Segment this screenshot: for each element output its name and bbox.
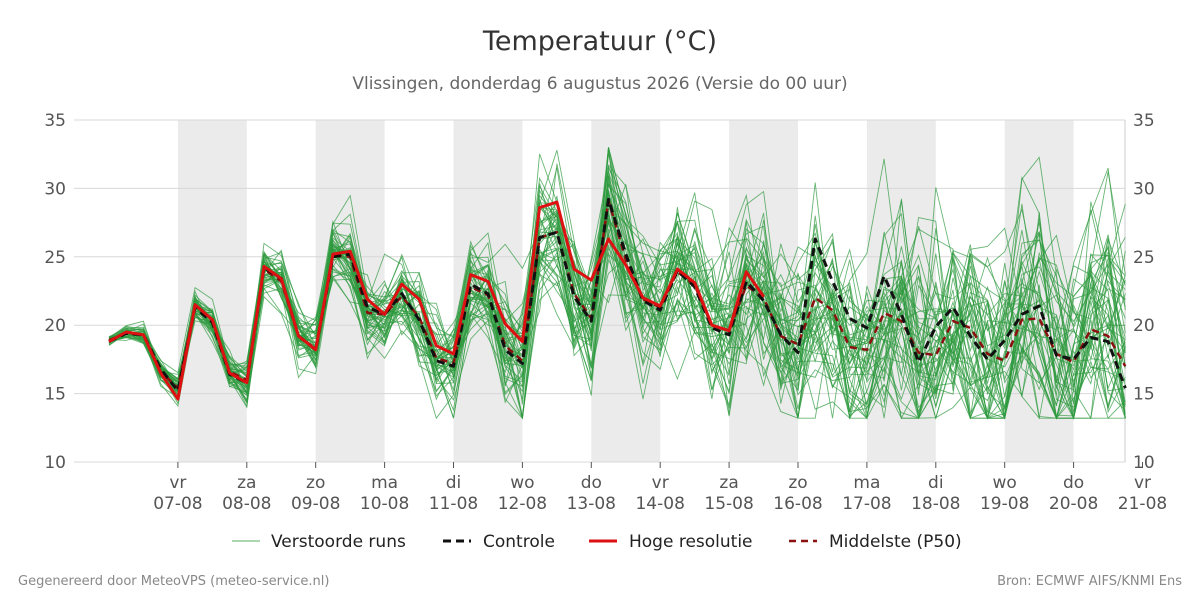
y-tick-label-left: 25 [44,248,66,268]
x-tick-day: wo [993,473,1017,493]
x-tick-date: 16-08 [773,494,822,514]
x-tick-day: ma [371,473,398,493]
ensemble-member-line [108,207,1126,420]
y-tick-label-left: 35 [44,111,66,131]
x-tick-date: 14-08 [635,494,684,514]
x-tick-day: za [237,473,256,493]
x-tick-day: ma [853,473,880,493]
ensemble-member-line [108,147,1126,420]
y-tick-label-left: 20 [44,316,66,336]
x-tick-date: 07-08 [153,494,202,514]
x-tick-day: do [1063,473,1084,493]
shaded-day [177,120,247,462]
legend-label-control: Controle [483,532,555,552]
legend-label-median: Middelste (P50) [829,532,962,552]
x-tick-date: 20-08 [1049,494,1098,514]
x-tick-day: wo [510,473,534,493]
y-tick-label-right: 20 [1133,316,1155,336]
x-tick-date: 13-08 [567,494,616,514]
x-tick-date: 11-08 [429,494,478,514]
legend-label-hres: Hoge resolutie [629,532,753,552]
x-tick-day: vr [1134,473,1151,493]
x-tick-date: 19-08 [980,494,1029,514]
footer-generator: Gegenereerd door MeteoVPS (meteo-service… [18,574,329,589]
y-tick-label-right: 10 [1133,453,1155,473]
x-tick-date: 21-08 [1118,494,1167,514]
y-tick-label-right: 35 [1133,111,1155,131]
y-tick-label-left: 15 [44,385,66,405]
y-tick-label-right: 15 [1133,385,1155,405]
main-series-lines [108,197,1127,401]
ensemble-member-line [108,165,1126,392]
x-tick-day: di [446,473,462,493]
chart-title: Temperatuur (°C) [482,26,717,57]
x-tick-date: 10-08 [360,494,409,514]
y-tick-label-left: 10 [44,453,66,473]
x-tick-date: 17-08 [842,494,891,514]
ensemble-member-line [108,210,1126,419]
legend: Verstoorde runs Controle Hoge resolutie … [232,532,962,552]
weekend-shading [177,120,1074,462]
x-tick-date: 08-08 [222,494,271,514]
x-tick-day: zo [306,473,325,493]
x-tick-date: 09-08 [291,494,340,514]
footer-source: Bron: ECMWF AIFS/KNMI Ens [997,574,1182,589]
median-line [108,199,1127,390]
x-tick-day: za [719,473,738,493]
x-tick-day: do [581,473,602,493]
x-tick-date: 12-08 [498,494,547,514]
x-tick-day: vr [652,473,669,493]
x-tick-day: zo [788,473,807,493]
x-tick-day: di [928,473,944,493]
x-tick-day: vr [169,473,186,493]
ensemble-member-line [108,218,1126,420]
x-tick-date: 15-08 [704,494,753,514]
ensemble-lines [108,147,1126,420]
legend-label-ensemble: Verstoorde runs [271,532,406,552]
y-tick-label-left: 30 [44,179,66,199]
y-tick-label-right: 30 [1133,179,1155,199]
chart-subtitle: Vlissingen, donderdag 6 augustus 2026 (V… [352,74,847,94]
hres-line [108,200,765,401]
x-tick-date: 18-08 [911,494,960,514]
y-tick-label-right: 25 [1133,248,1155,268]
